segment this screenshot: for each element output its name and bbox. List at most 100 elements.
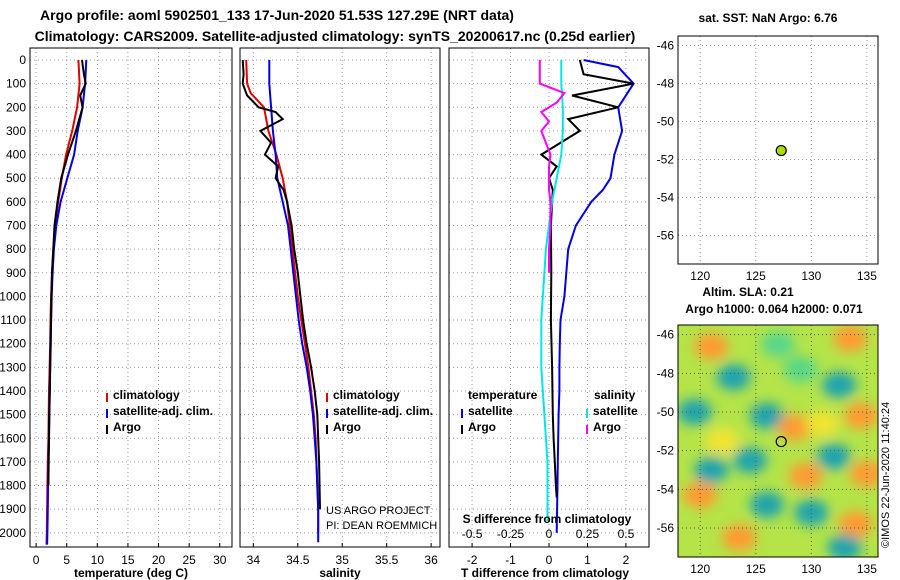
salinity-xlabel: salinity — [319, 566, 361, 580]
depth-tick-label: 100 — [6, 77, 26, 91]
x-tick-label-salinity: -0.25 — [497, 527, 525, 541]
temperature-xticks: 0 5 10 15 20 25 30 — [33, 543, 227, 567]
longitude-tick-label: 125 — [746, 562, 766, 576]
temperature-frame — [29, 47, 233, 548]
argo-position-marker — [775, 435, 787, 448]
sla-cell — [788, 462, 823, 489]
difference-legend: temperature salinity satellite Argo sate… — [461, 388, 638, 434]
pi-annotation: PI: DEAN ROEMMICH — [326, 520, 437, 532]
legend-climatology-label: climatology — [333, 388, 400, 402]
depth-tick-label: 1100 — [0, 313, 26, 327]
latitude-tick-label: -48 — [657, 77, 675, 91]
legend-s-argo-label: Argo — [593, 420, 621, 434]
latitude-tick-label: -54 — [657, 482, 675, 496]
temperature-panel: 0 5 10 15 20 25 30 0 100 200 300 400 500 600 700 800 90… — [0, 47, 233, 580]
sst-map-grid — [678, 36, 878, 264]
sla-cell — [716, 364, 751, 391]
x-tick-label: 35.5 — [375, 553, 399, 567]
x-tick-label: 34.5 — [286, 553, 310, 567]
salinity-grid — [240, 48, 440, 547]
difference-panel: -2 -1 0 1 2 -0.5 -0.25 0 0.25 0.5 T difference f… — [448, 47, 650, 580]
latitude-tick-label: -50 — [657, 115, 675, 129]
x-tick-label: 30 — [213, 553, 227, 567]
sla-map-xticks: 120 125 130 135 — [690, 562, 877, 576]
depth-tick-label: 0 — [19, 53, 26, 67]
series-line-temperature-satellite — [555, 59, 635, 533]
sst-map-markers — [775, 144, 787, 157]
legend-s-satellite-label: satellite — [593, 404, 638, 418]
x-tick-label: 10 — [91, 553, 105, 567]
sla-cell — [761, 331, 795, 358]
sla-map-side-label: ©IMOS 22-Jun-2020 11:40:24 — [880, 402, 892, 548]
legend-t-satellite-label: satellite — [468, 404, 513, 418]
depth-tick-label: 800 — [6, 242, 26, 256]
x-tick-label: -2 — [467, 553, 478, 567]
depth-tick-label: 500 — [6, 171, 26, 185]
x-tick-label: 15 — [121, 553, 135, 567]
project-annotation: US ARGO PROJECT — [326, 505, 431, 517]
depth-tick-label: 600 — [6, 195, 26, 209]
latitude-tick-label: -56 — [657, 521, 675, 535]
legend-argo-label: Argo — [333, 420, 361, 434]
sst-map-yticks: -46 -48 -50 -52 -54 -56 — [657, 39, 675, 243]
depth-tick-label: 1200 — [0, 337, 26, 351]
depth-ticks: 0 100 200 300 400 500 600 700 800 900 1000 1100 1200… — [0, 53, 26, 540]
depth-tick-label: 1700 — [0, 455, 26, 469]
sla-cell — [749, 402, 784, 429]
sla-map-markers — [775, 435, 787, 448]
sla-map-grid — [678, 325, 878, 557]
x-tick-label: 20 — [152, 553, 166, 567]
series-line-temperature-argo — [539, 59, 634, 498]
argo-position-marker — [775, 144, 787, 157]
s-difference-xticks: -0.5 -0.25 0 0.25 0.5 — [462, 527, 635, 541]
sla-cell — [777, 414, 812, 441]
legend-satellite-label: satellite-adj. clim. — [333, 404, 433, 418]
legend-argo-label: Argo — [113, 420, 141, 434]
sla-cell — [833, 325, 868, 352]
sla-cell — [694, 457, 729, 483]
series-line-salinity-satellite — [540, 60, 564, 521]
latitude-tick-label: -52 — [657, 153, 675, 167]
sla-cell — [844, 402, 878, 429]
salinity-xticks: 34 34.5 35 35.5 36 — [247, 543, 438, 567]
t-difference-xlabel: T difference from climatology — [461, 566, 629, 580]
legend-climatology-label: climatology — [113, 388, 180, 402]
depth-tick-label: 300 — [6, 124, 26, 138]
latitude-tick-label: -46 — [657, 39, 675, 53]
longitude-tick-label: 130 — [801, 269, 821, 283]
longitude-tick-label: 130 — [801, 562, 821, 576]
figure-title-line1: Argo profile: aoml 5902501_133 17-Jun-20… — [40, 7, 514, 23]
difference-series — [538, 59, 635, 533]
sla-heatmap — [678, 325, 878, 557]
depth-tick-label: 1500 — [0, 408, 26, 422]
series-line-argo — [47, 59, 87, 486]
depth-tick-label: 1900 — [0, 502, 26, 516]
latitude-tick-label: -46 — [657, 328, 675, 342]
sla-cell — [705, 428, 740, 454]
sla-map-frame — [677, 324, 879, 558]
figure-title-line2: Climatology: CARS2009. Satellite-adjuste… — [35, 28, 636, 44]
depth-tick-label: 2000 — [0, 526, 26, 540]
latitude-tick-label: -48 — [657, 366, 675, 380]
x-tick-label: 0 — [33, 553, 40, 567]
salinity-panel: 34 34.5 35 35.5 36 salinity climatology sate… — [239, 47, 441, 580]
sla-map-title: Altim. SLA: 0.21 — [702, 285, 794, 299]
sla-cell — [694, 333, 729, 360]
sla-cell — [749, 491, 784, 518]
depth-tick-label: 1800 — [0, 479, 26, 493]
x-tick-label: 5 — [63, 553, 70, 567]
series-line-satellite-adj-clim- — [268, 60, 320, 543]
legend-satellite-label: satellite-adj. clim. — [113, 404, 213, 418]
longitude-tick-label: 125 — [746, 269, 766, 283]
temperature-series — [45, 59, 88, 545]
sla-cell — [733, 447, 768, 474]
depth-tick-label: 400 — [6, 148, 26, 162]
x-tick-label-salinity: -0.5 — [462, 527, 483, 541]
sla-cell — [722, 524, 757, 551]
x-tick-label: 25 — [182, 553, 196, 567]
temperature-grid — [30, 48, 232, 547]
latitude-tick-label: -50 — [657, 405, 675, 419]
sst-map-panel: sat. SST: NaN Argo: 6.76 120 125 130 135 -4… — [657, 11, 879, 283]
longitude-tick-label: 135 — [857, 269, 877, 283]
